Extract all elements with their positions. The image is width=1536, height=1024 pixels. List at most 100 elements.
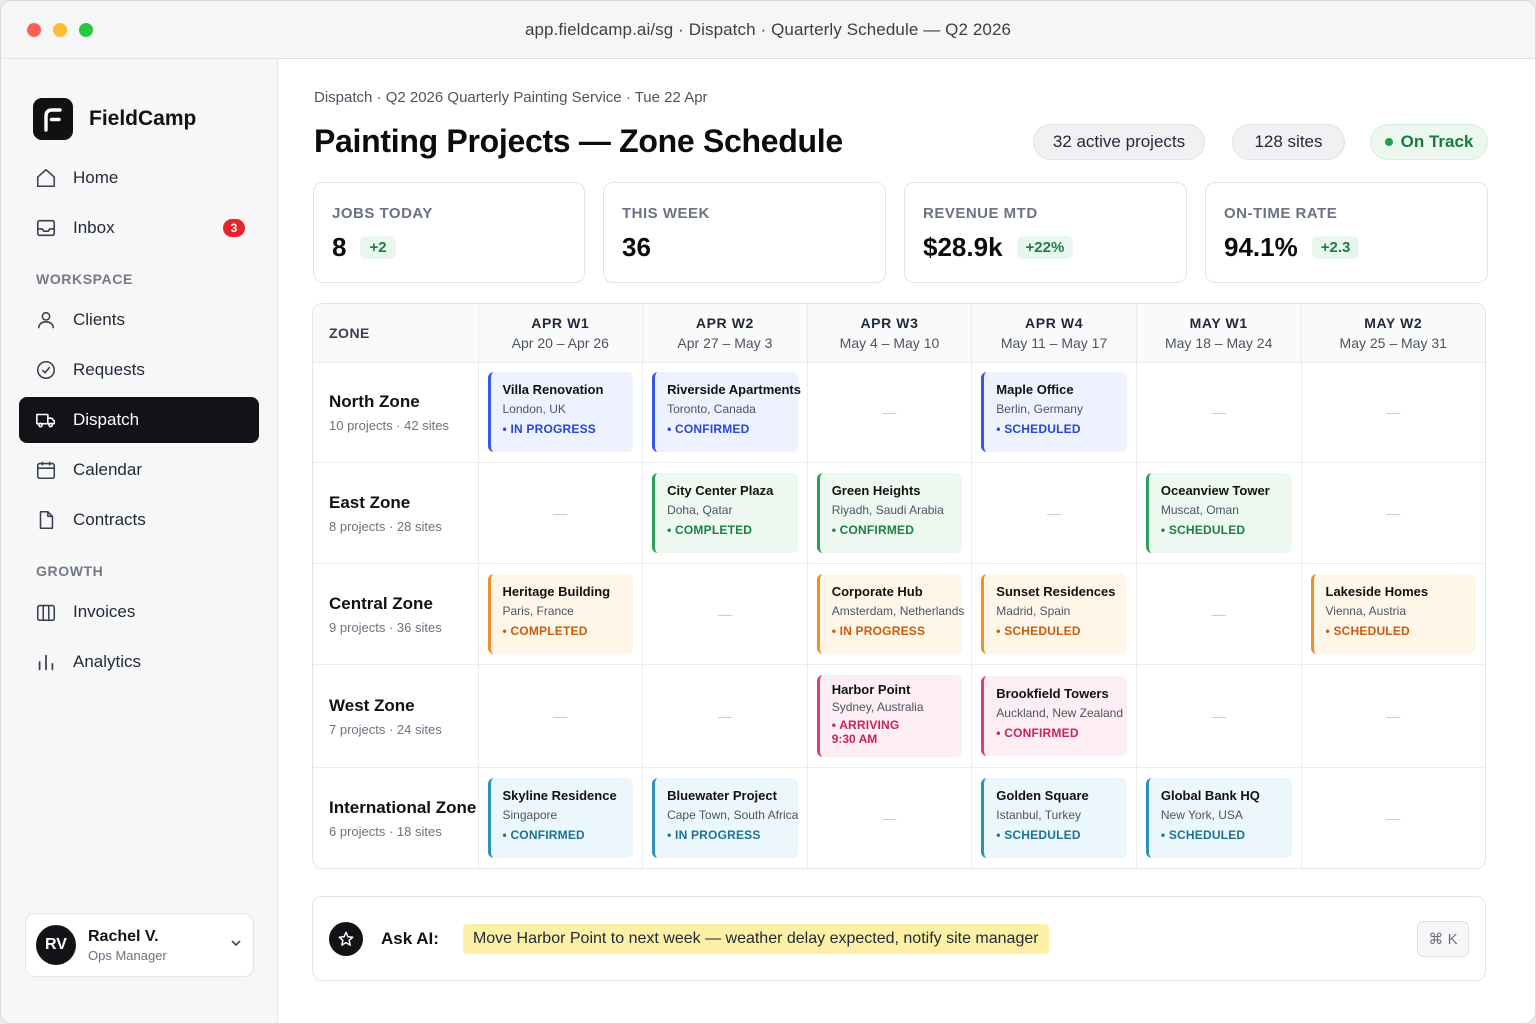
sidebar-item-inbox[interactable]: Inbox 3 <box>19 205 259 251</box>
zone-cell[interactable]: International Zone 6 projects · 18 sites <box>313 767 479 868</box>
zone-column-header: ZONE <box>313 304 479 363</box>
ask-ai-label: Ask AI: <box>381 928 439 948</box>
project-location: Amsterdam, Netherlands <box>831 604 965 619</box>
project-card[interactable]: Oceanview Tower Muscat, Oman SCHEDULED <box>1145 473 1292 554</box>
stat-card-on-time-rate: ON-TIME RATE 94.1% +2.3 <box>1205 182 1488 283</box>
zone-cell[interactable]: West Zone 7 projects · 24 sites <box>313 664 479 769</box>
project-status: SCHEDULED <box>996 422 1115 436</box>
chevron-down-icon[interactable] <box>229 936 243 955</box>
schedule-cell: Global Bank HQ New York, USA SCHEDULED <box>1136 767 1302 868</box>
zoom-window-button[interactable] <box>79 23 93 37</box>
project-status: SCHEDULED <box>996 624 1115 638</box>
sidebar-item-analytics[interactable]: Analytics <box>19 639 259 685</box>
stat-delta: +2 <box>360 236 396 259</box>
schedule-cell[interactable]: — <box>807 362 973 464</box>
empty-slot-dash: — <box>717 606 732 623</box>
sidebar-item-calendar[interactable]: Calendar <box>19 447 259 493</box>
week-column-header: MAY W2 May 25 – May 31 <box>1301 304 1485 363</box>
project-card[interactable]: City Center Plaza Doha, Qatar COMPLETED <box>652 473 798 554</box>
schedule-cell[interactable]: — <box>1301 362 1485 464</box>
schedule-cell[interactable]: — <box>1136 563 1302 665</box>
week-label: APR W2 <box>695 314 754 331</box>
sidebar-item-dispatch[interactable]: Dispatch <box>19 397 259 443</box>
schedule-cell: Heritage Building Paris, France COMPLETED <box>478 563 644 665</box>
empty-slot-dash: — <box>882 404 897 421</box>
sidebar-item-label: Dispatch <box>73 410 140 429</box>
project-location: Toronto, Canada <box>667 402 756 417</box>
sidebar-item-requests[interactable]: Requests <box>19 347 259 393</box>
sites-pill[interactable]: 128 sites <box>1232 124 1345 160</box>
breadcrumb: Dispatch · Q2 2026 Quarterly Painting Se… <box>314 89 708 106</box>
schedule-cell: Villa Renovation London, UK IN PROGRESS <box>478 362 644 464</box>
project-status: SCHEDULED <box>1326 624 1465 638</box>
project-card[interactable]: Brookfield Towers Auckland, New Zealand CO… <box>981 676 1127 757</box>
zone-cell[interactable]: East Zone 8 projects · 28 sites <box>313 462 479 565</box>
week-label: MAY W1 <box>1189 314 1248 331</box>
close-window-button[interactable] <box>27 23 41 37</box>
project-card[interactable]: Lakeside Homes Vienna, Austria SCHEDULED <box>1310 574 1476 655</box>
schedule-cell[interactable]: — <box>1301 462 1485 565</box>
empty-slot-dash: — <box>553 505 568 522</box>
schedule-cell: Golden Square Istanbul, Turkey SCHEDULED <box>971 767 1137 868</box>
project-card[interactable]: Riverside Apartments Toronto, Canada CONFI… <box>652 372 801 453</box>
schedule-cell[interactable]: — <box>971 462 1137 565</box>
truck-icon <box>35 409 57 431</box>
project-card[interactable]: Villa Renovation London, UK IN PROGRESS <box>487 372 634 453</box>
zone-meta: 9 projects · 36 sites <box>329 619 442 635</box>
project-card[interactable]: Global Bank HQ New York, USA SCHEDULED <box>1145 778 1292 859</box>
project-card[interactable]: Skyline Residence Singapore CONFIRMED <box>487 778 634 859</box>
schedule-cell[interactable]: — <box>1136 362 1302 464</box>
user-menu[interactable]: RV Rachel V. Ops Manager <box>25 913 254 977</box>
schedule-cell[interactable]: — <box>1301 768 1485 868</box>
schedule-cell[interactable]: — <box>642 664 808 769</box>
project-status: IN PROGRESS <box>503 422 622 436</box>
zone-cell[interactable]: Central Zone 9 projects · 36 sites <box>313 563 479 665</box>
project-location: Cape Town, South Africa <box>667 808 799 823</box>
project-title: Sunset Residences <box>996 584 1116 600</box>
sidebar-item-clients[interactable]: Clients <box>19 297 259 343</box>
week-column-header: APR W1 Apr 20 – Apr 26 <box>478 304 644 363</box>
brand[interactable]: FieldCamp <box>1 59 277 155</box>
sidebar-item-invoices[interactable]: Invoices <box>19 589 259 635</box>
minimize-window-button[interactable] <box>53 23 67 37</box>
project-card[interactable]: Maple Office Berlin, Germany SCHEDULED <box>981 372 1127 453</box>
schedule-cell: Harbor Point Sydney, Australia ARRIVING9:3… <box>807 664 973 769</box>
project-location: Doha, Qatar <box>667 503 733 518</box>
project-card[interactable]: Bluewater Project Cape Town, South Africa… <box>652 778 799 859</box>
schedule-cell[interactable]: — <box>642 563 808 665</box>
project-card[interactable]: Heritage Building Paris, France COMPLETED <box>487 574 634 655</box>
sidebar-item-contracts[interactable]: Contracts <box>19 497 259 543</box>
project-status: CONFIRMED <box>667 422 786 436</box>
schedule-cell[interactable]: — <box>1301 664 1485 769</box>
ask-ai-bar[interactable]: Ask AI: Move Harbor Point to next week —… <box>312 896 1486 981</box>
schedule-cell[interactable]: — <box>478 664 644 769</box>
sidebar-item-label: Requests <box>73 360 145 379</box>
sidebar-item-home[interactable]: Home <box>19 155 259 201</box>
active-projects-pill[interactable]: 32 active projects <box>1033 124 1205 160</box>
project-card[interactable]: Harbor Point Sydney, Australia ARRIVING9:3… <box>816 675 963 758</box>
address-bar[interactable]: app.fieldcamp.ai/sg · Dispatch · Quarter… <box>524 19 1012 39</box>
project-card[interactable]: Sunset Residences Madrid, Spain SCHEDULED <box>981 574 1127 655</box>
project-card[interactable]: Corporate Hub Amsterdam, Netherlands IN PR… <box>816 574 965 655</box>
schedule-cell: Skyline Residence Singapore CONFIRMED <box>478 767 644 868</box>
stat-label: JOBS TODAY <box>332 205 433 222</box>
sidebar: FieldCamp Home Inbox 3 WORKSPACE Clients <box>1 59 278 1023</box>
project-card[interactable]: Green Heights Riyadh, Saudi Arabia CONFIRM… <box>816 473 963 554</box>
schedule-cell: Corporate Hub Amsterdam, Netherlands IN PR… <box>807 563 973 665</box>
schedule-cell[interactable]: — <box>807 767 973 868</box>
project-status: SCHEDULED <box>1161 828 1280 842</box>
ask-ai-prompt-input[interactable]: Move Harbor Point to next week — weather… <box>462 923 1049 954</box>
project-status: SCHEDULED <box>1161 523 1280 537</box>
project-title: Skyline Residence <box>502 788 617 804</box>
stat-label: REVENUE MTD <box>923 205 1038 222</box>
zone-cell[interactable]: North Zone 10 projects · 42 sites <box>313 362 479 464</box>
fieldcamp-logo-icon <box>33 98 73 140</box>
schedule-cell[interactable]: — <box>478 462 644 565</box>
inbox-icon <box>35 217 57 239</box>
user-icon <box>35 309 57 331</box>
project-card[interactable]: Golden Square Istanbul, Turkey SCHEDULED <box>981 778 1127 859</box>
schedule-cell[interactable]: — <box>1136 664 1302 769</box>
stat-label: THIS WEEK <box>622 205 710 222</box>
stat-delta: +22% <box>1016 236 1074 259</box>
